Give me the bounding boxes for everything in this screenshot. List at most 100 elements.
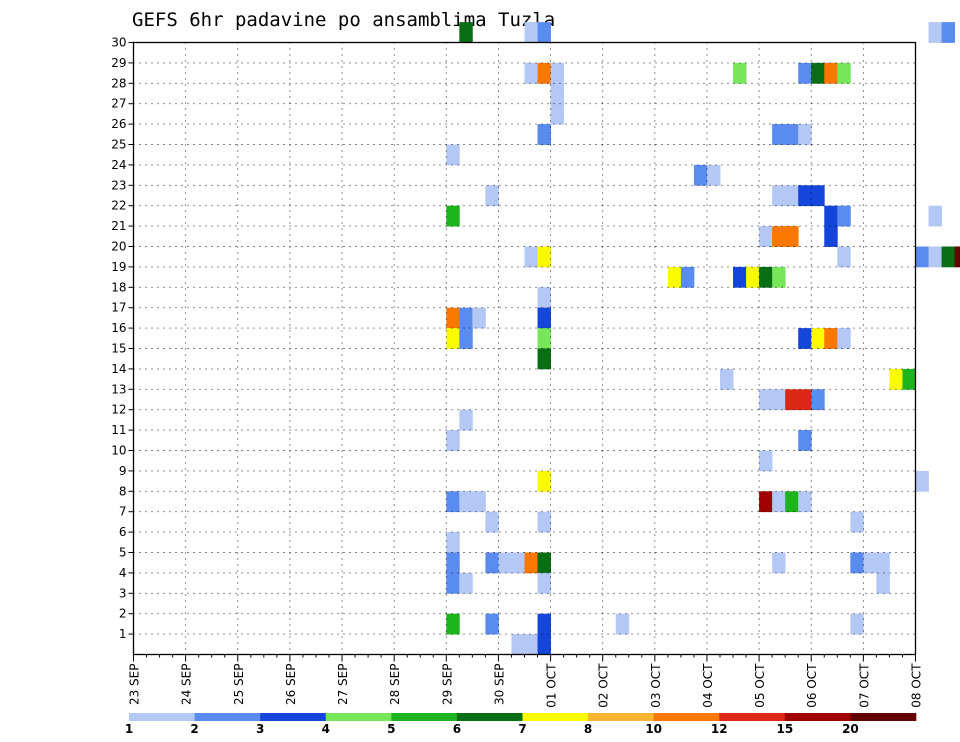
- x-tick-label: 24 SEP: [180, 664, 194, 706]
- heatmap-cell: [720, 368, 734, 390]
- heatmap-cell: [798, 62, 812, 84]
- heatmap-cell: [811, 328, 825, 349]
- heatmap-cell: [537, 613, 551, 635]
- heatmap-cell: [446, 205, 460, 227]
- colorbar-label: 5: [387, 722, 395, 736]
- y-tick-label: 15: [111, 342, 126, 356]
- colorbar-swatch: [456, 713, 523, 721]
- heatmap-cell: [524, 22, 538, 43]
- heatmap-cell: [733, 62, 747, 84]
- heatmap-cell: [524, 552, 538, 574]
- heatmap-cell: [459, 409, 473, 431]
- chart-title: GEFS 6hr padavine po ansamblima Tuzla: [132, 9, 555, 31]
- heatmap-cell: [837, 205, 851, 227]
- x-tick-label: 04 OCT: [701, 663, 715, 708]
- x-tick-label: 29 SEP: [440, 664, 454, 706]
- colorbar-label: 3: [256, 722, 264, 736]
- y-tick-label: 10: [111, 444, 126, 458]
- heatmap-cell: [928, 246, 942, 268]
- y-tick-label: 24: [111, 158, 126, 172]
- heatmap-cell: [772, 552, 786, 574]
- heatmap-cell: [459, 328, 473, 349]
- y-tick-label: 19: [111, 260, 126, 274]
- heatmap-cell: [941, 246, 955, 268]
- heatmap-cell: [954, 246, 960, 268]
- heatmap-cell: [537, 470, 551, 492]
- heatmap-cell: [693, 164, 708, 186]
- heatmap-cell: [459, 572, 473, 594]
- heatmap-cell: [772, 226, 786, 247]
- heatmap-cell: [524, 62, 538, 84]
- heatmap-cell: [537, 124, 551, 145]
- heatmap-cell: [798, 124, 812, 145]
- heatmap-cell: [824, 62, 838, 84]
- y-tick-label: 23: [111, 178, 126, 192]
- colorbar-label: 1: [125, 722, 133, 736]
- heatmap-cell: [759, 389, 773, 411]
- heatmap-cell: [472, 307, 486, 329]
- y-tick-label: 30: [111, 36, 126, 50]
- heatmap-cell: [915, 470, 929, 492]
- heatmap-cell: [485, 185, 499, 207]
- grid-lines: [133, 42, 916, 655]
- heatmap-cell: [446, 613, 460, 635]
- heatmap-cell: [824, 205, 838, 227]
- heatmap-cell: [459, 22, 473, 43]
- x-tick-label: 06 OCT: [805, 663, 819, 708]
- heatmap-cell: [863, 552, 877, 574]
- heatmap-cell: [446, 491, 460, 513]
- heatmap-cell: [537, 511, 551, 533]
- heatmap-cell: [759, 491, 773, 513]
- heatmap-cell: [798, 430, 812, 451]
- heatmap-cell: [667, 266, 682, 288]
- heatmap-cell: [876, 572, 890, 594]
- heatmap-cell: [785, 185, 799, 207]
- heatmap-cell: [511, 634, 525, 655]
- x-tick-label: 05 OCT: [753, 663, 767, 708]
- colorbar-label: 2: [190, 722, 198, 736]
- heatmap-cell: [785, 124, 799, 145]
- colorbar: 1 2 3 4 5 6 7 8 10 12 15 20: [125, 713, 917, 736]
- heatmap-cell: [837, 62, 851, 84]
- heatmap-cell: [537, 572, 551, 594]
- colorbar-swatch: [784, 713, 851, 721]
- heatmap-cell: [446, 532, 460, 553]
- heatmap-cell: [537, 287, 551, 309]
- colorbar-label: 8: [584, 722, 592, 736]
- colorbar-label: 6: [453, 722, 461, 736]
- heatmap-cell: [537, 552, 551, 574]
- heatmap-cell: [446, 572, 460, 594]
- x-tick-label: 03 OCT: [649, 663, 663, 708]
- heatmap-cell: [537, 22, 551, 43]
- y-tick-label: 28: [111, 76, 126, 90]
- colorbar-swatch: [850, 713, 917, 721]
- heatmap-cell: [772, 491, 786, 513]
- heatmap-cell: [459, 307, 473, 329]
- heatmap-cell: [785, 226, 799, 247]
- heatmap-cell: [537, 307, 551, 329]
- colorbar-swatch: [260, 713, 327, 721]
- heatmap-cell: [798, 491, 812, 513]
- heatmap-cell: [524, 246, 538, 268]
- x-tick-label: 23 SEP: [128, 664, 142, 706]
- heatmap-cell: [485, 613, 499, 635]
- heatmap-cell: [706, 164, 721, 186]
- heatmap-cell: [850, 613, 864, 635]
- heatmap-cell: [733, 266, 747, 288]
- heatmap-cell: [798, 328, 812, 349]
- heatmap-cell: [537, 328, 551, 349]
- heatmap-cell: [550, 62, 564, 84]
- x-tick-label: 25 SEP: [232, 664, 246, 706]
- heatmap-cell: [798, 185, 812, 207]
- heatmap-cell: [498, 552, 512, 574]
- x-tick-label: 01 OCT: [545, 663, 559, 708]
- heatmap-cell: [485, 552, 499, 574]
- heatmap-cell: [811, 62, 825, 84]
- y-tick-label: 14: [111, 362, 126, 376]
- heatmap-cell: [759, 450, 773, 472]
- heatmap-cell: [746, 266, 760, 288]
- x-tick-label: 26 SEP: [284, 664, 298, 706]
- heatmap-cell: [798, 389, 812, 411]
- heatmap-cell: [550, 103, 564, 125]
- y-tick-label: 4: [119, 566, 127, 580]
